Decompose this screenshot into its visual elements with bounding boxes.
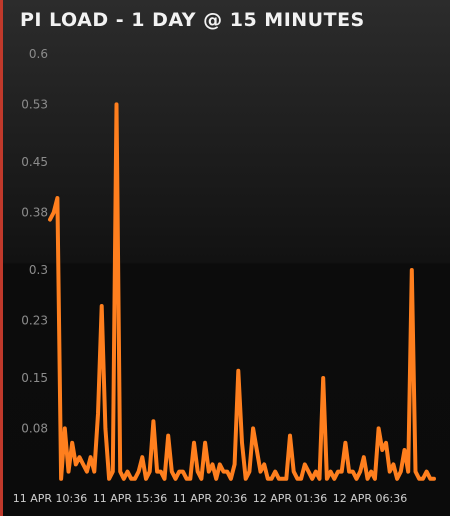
y-tick-label: 0.23	[21, 313, 48, 327]
y-tick-label: 0.15	[21, 371, 48, 385]
y-tick-label: 0.45	[21, 155, 48, 169]
y-tick-label: 0.08	[21, 421, 48, 435]
x-tick-label: 11 APR 10:36	[13, 492, 88, 505]
x-tick-label: 11 APR 20:36	[173, 492, 248, 505]
y-tick-label: 0.6	[29, 47, 48, 61]
load-line-chart: 0.6 0.53 0.45 0.38 0.3 0.23 0.15 0.08 11 APR 10…	[13, 47, 436, 505]
y-tick-label: 0.53	[21, 97, 48, 111]
x-tick-label: 11 APR 15:36	[93, 492, 168, 505]
y-tick-label: 0.3	[29, 263, 48, 277]
y-axis-ticks: 0.6 0.53 0.45 0.38 0.3 0.23 0.15 0.08	[21, 47, 48, 435]
y-tick-label: 0.38	[21, 205, 48, 219]
load-series-line	[48, 102, 436, 481]
x-tick-label: 12 APR 06:36	[333, 492, 408, 505]
x-tick-label: 12 APR 01:36	[253, 492, 328, 505]
chart-title: PI LOAD - 1 DAY @ 15 MINUTES	[20, 9, 365, 31]
x-axis-ticks: 11 APR 10:36 11 APR 15:36 11 APR 20:36 12 A…	[13, 492, 408, 505]
